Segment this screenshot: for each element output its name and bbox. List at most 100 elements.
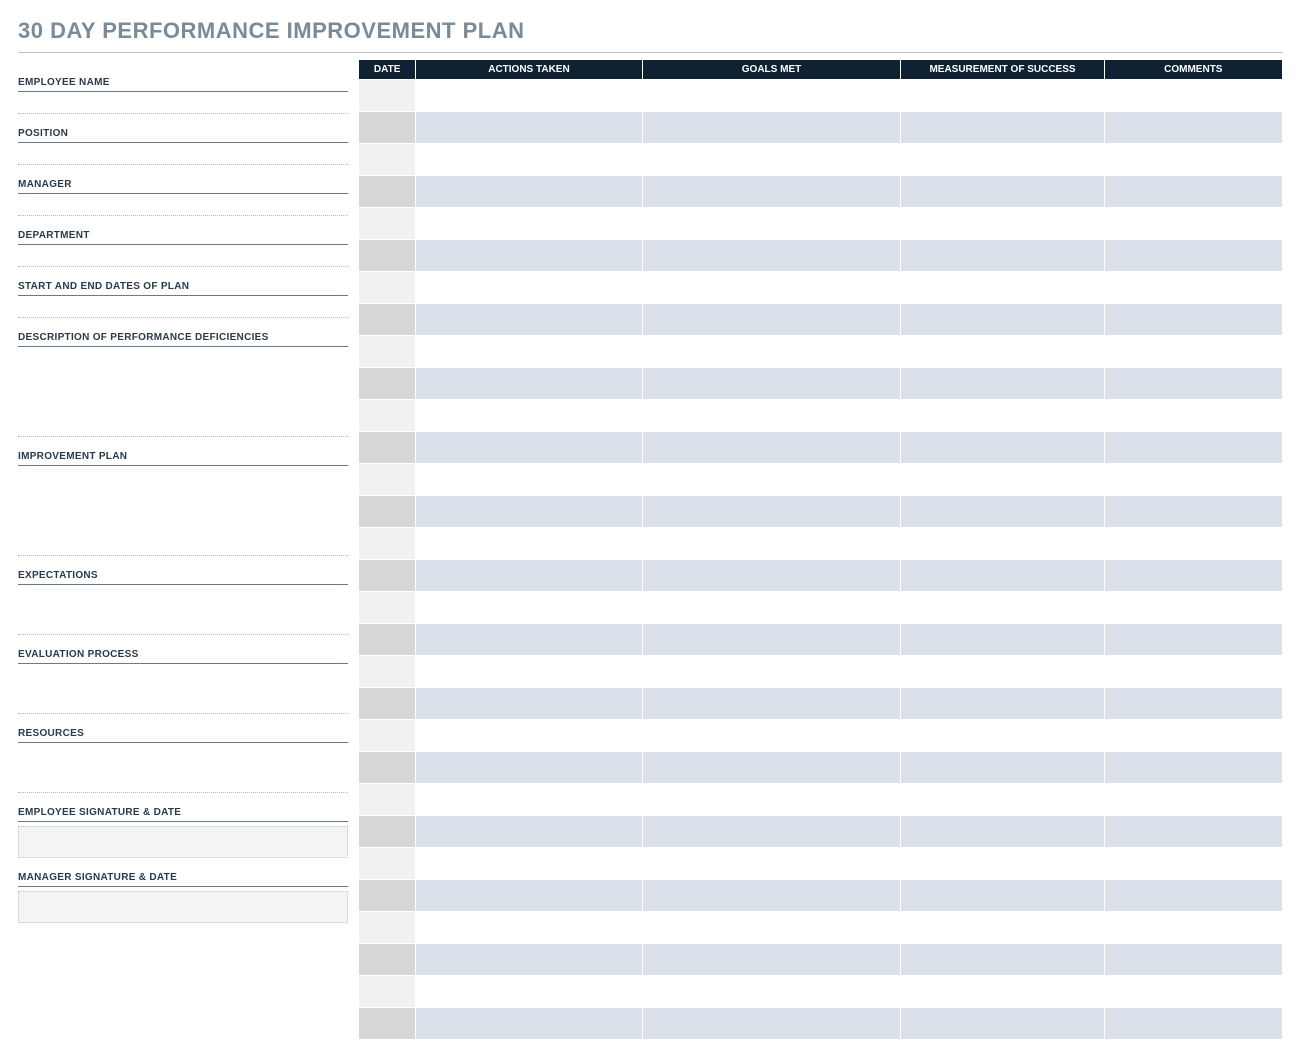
table-cell[interactable] (901, 912, 1104, 944)
table-cell[interactable] (416, 880, 642, 912)
table-cell[interactable] (901, 688, 1104, 720)
table-cell[interactable] (642, 176, 901, 208)
table-cell[interactable] (416, 144, 642, 176)
table-cell[interactable] (359, 752, 416, 784)
table-cell[interactable] (416, 720, 642, 752)
table-cell[interactable] (359, 208, 416, 240)
table-cell[interactable] (1104, 400, 1282, 432)
table-cell[interactable] (901, 144, 1104, 176)
table-cell[interactable] (901, 208, 1104, 240)
table-cell[interactable] (1104, 592, 1282, 624)
table-cell[interactable] (416, 464, 642, 496)
table-cell[interactable] (642, 688, 901, 720)
table-cell[interactable] (359, 112, 416, 144)
field-input-area[interactable] (18, 245, 348, 267)
table-cell[interactable] (642, 464, 901, 496)
table-cell[interactable] (901, 304, 1104, 336)
table-cell[interactable] (901, 976, 1104, 1008)
table-cell[interactable] (642, 912, 901, 944)
table-cell[interactable] (1104, 944, 1282, 976)
table-cell[interactable] (642, 336, 901, 368)
table-cell[interactable] (1104, 880, 1282, 912)
table-cell[interactable] (901, 1008, 1104, 1040)
table-cell[interactable] (359, 848, 416, 880)
table-cell[interactable] (901, 560, 1104, 592)
table-cell[interactable] (642, 528, 901, 560)
table-cell[interactable] (901, 272, 1104, 304)
field-input-area[interactable] (18, 143, 348, 165)
table-cell[interactable] (416, 848, 642, 880)
table-cell[interactable] (642, 144, 901, 176)
table-cell[interactable] (1104, 912, 1282, 944)
table-cell[interactable] (416, 624, 642, 656)
table-cell[interactable] (416, 272, 642, 304)
table-cell[interactable] (901, 336, 1104, 368)
table-cell[interactable] (642, 880, 901, 912)
table-cell[interactable] (1104, 368, 1282, 400)
table-cell[interactable] (359, 528, 416, 560)
table-cell[interactable] (359, 432, 416, 464)
table-cell[interactable] (901, 400, 1104, 432)
table-cell[interactable] (901, 80, 1104, 112)
table-cell[interactable] (416, 176, 642, 208)
table-cell[interactable] (359, 240, 416, 272)
table-cell[interactable] (901, 496, 1104, 528)
table-cell[interactable] (901, 656, 1104, 688)
table-cell[interactable] (359, 784, 416, 816)
table-cell[interactable] (359, 560, 416, 592)
table-cell[interactable] (359, 880, 416, 912)
table-cell[interactable] (359, 656, 416, 688)
table-cell[interactable] (642, 816, 901, 848)
table-cell[interactable] (1104, 304, 1282, 336)
table-cell[interactable] (901, 592, 1104, 624)
field-input-area[interactable] (18, 347, 348, 437)
field-input-area[interactable] (18, 296, 348, 318)
table-cell[interactable] (416, 688, 642, 720)
table-cell[interactable] (1104, 464, 1282, 496)
table-cell[interactable] (642, 592, 901, 624)
table-cell[interactable] (1104, 80, 1282, 112)
table-cell[interactable] (642, 432, 901, 464)
table-cell[interactable] (901, 176, 1104, 208)
table-cell[interactable] (1104, 688, 1282, 720)
table-cell[interactable] (416, 784, 642, 816)
table-cell[interactable] (901, 944, 1104, 976)
table-cell[interactable] (642, 208, 901, 240)
table-cell[interactable] (1104, 176, 1282, 208)
table-cell[interactable] (642, 496, 901, 528)
field-input-area[interactable] (18, 466, 348, 556)
table-cell[interactable] (1104, 496, 1282, 528)
table-cell[interactable] (416, 80, 642, 112)
table-cell[interactable] (1104, 208, 1282, 240)
table-cell[interactable] (416, 528, 642, 560)
table-cell[interactable] (901, 432, 1104, 464)
table-cell[interactable] (642, 944, 901, 976)
table-cell[interactable] (642, 112, 901, 144)
table-cell[interactable] (642, 752, 901, 784)
table-cell[interactable] (416, 752, 642, 784)
table-cell[interactable] (901, 528, 1104, 560)
table-cell[interactable] (1104, 848, 1282, 880)
table-cell[interactable] (642, 368, 901, 400)
table-cell[interactable] (359, 720, 416, 752)
table-cell[interactable] (416, 208, 642, 240)
table-cell[interactable] (901, 880, 1104, 912)
table-cell[interactable] (1104, 560, 1282, 592)
table-cell[interactable] (901, 752, 1104, 784)
table-cell[interactable] (359, 688, 416, 720)
table-cell[interactable] (901, 240, 1104, 272)
table-cell[interactable] (359, 400, 416, 432)
table-cell[interactable] (359, 272, 416, 304)
table-cell[interactable] (416, 1008, 642, 1040)
table-cell[interactable] (1104, 624, 1282, 656)
field-input-area[interactable] (18, 664, 348, 714)
signature-box[interactable] (18, 891, 348, 923)
table-cell[interactable] (1104, 720, 1282, 752)
table-cell[interactable] (1104, 816, 1282, 848)
table-cell[interactable] (1104, 528, 1282, 560)
table-cell[interactable] (359, 336, 416, 368)
table-cell[interactable] (642, 400, 901, 432)
table-cell[interactable] (416, 432, 642, 464)
table-cell[interactable] (359, 944, 416, 976)
table-cell[interactable] (359, 976, 416, 1008)
